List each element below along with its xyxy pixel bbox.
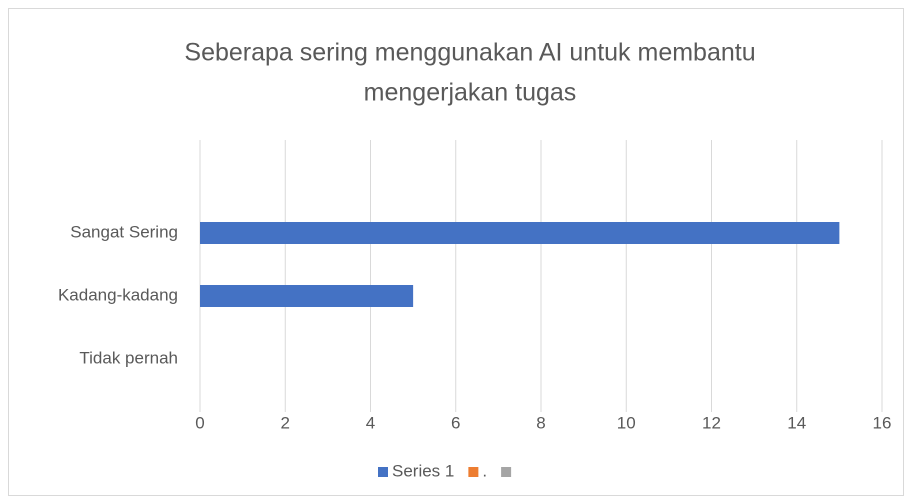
x-tick-label: 0 (195, 413, 204, 432)
legend-swatch (501, 467, 512, 477)
bar (200, 285, 414, 307)
x-tick-label: 4 (366, 413, 375, 432)
chart-title: mengerjakan tugas (364, 79, 577, 107)
x-tick-label: 12 (702, 413, 721, 432)
legend-label: Series 1 (392, 461, 454, 480)
y-tick-label: Tidak pernah (79, 348, 178, 367)
legend-label: . (482, 461, 487, 480)
legend-swatch (378, 467, 388, 477)
y-tick-label: Kadang-kadang (58, 285, 178, 304)
x-tick-label: 10 (617, 413, 636, 432)
x-tick-label: 8 (536, 413, 545, 432)
x-tick-label: 14 (787, 413, 806, 432)
x-tick-label: 6 (451, 413, 460, 432)
chart-title: Seberapa sering menggunakan AI untuk mem… (184, 39, 755, 67)
x-tick-label: 16 (873, 413, 892, 432)
bar (200, 222, 840, 244)
legend-swatch (468, 467, 479, 477)
y-tick-label: Sangat Sering (70, 222, 178, 241)
x-tick-label: 2 (281, 413, 290, 432)
